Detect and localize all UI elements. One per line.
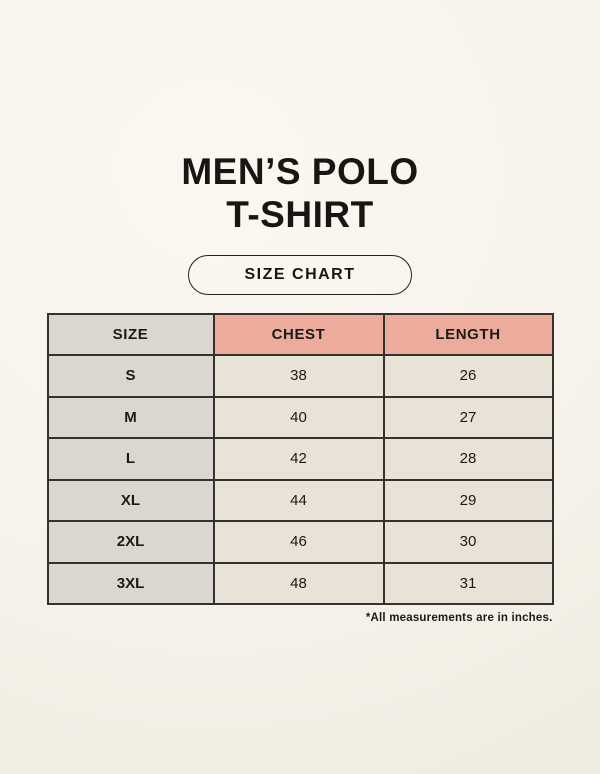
chest-cell: 48	[212, 561, 385, 606]
header-chest: CHEST	[212, 312, 385, 357]
table-row: XL 44 29	[46, 478, 554, 523]
chest-cell: 40	[212, 395, 385, 440]
size-cell: 3XL	[46, 561, 215, 606]
product-title-line2: T-SHIRT	[226, 194, 374, 236]
measurements-footnote: *All measurements are in inches.	[365, 612, 553, 625]
header-length: LENGTH	[382, 312, 554, 357]
length-cell: 27	[382, 395, 554, 440]
chest-cell: 42	[212, 437, 385, 481]
size-chart-badge-label: SIZE CHART	[244, 265, 356, 283]
size-cell: M	[46, 395, 215, 440]
size-table: SIZE CHEST LENGTH S 38 26 M 40 27 L 42 2…	[46, 312, 554, 606]
size-cell: 2XL	[46, 520, 215, 564]
table-row: 2XL 46 30	[46, 520, 554, 564]
product-title-line1: MEN’S POLO	[181, 151, 419, 192]
chest-cell: 46	[212, 520, 385, 564]
table-row: M 40 27	[46, 395, 554, 440]
table-row: L 42 28	[46, 437, 554, 481]
table-header-row: SIZE CHEST LENGTH	[46, 312, 554, 357]
size-cell: XL	[46, 478, 215, 523]
size-cell: L	[46, 437, 215, 481]
table-row: 3XL 48 31	[46, 561, 554, 606]
size-cell: S	[46, 354, 215, 398]
product-title: MEN’S POLO T-SHIRT	[0, 0, 600, 237]
length-cell: 29	[382, 478, 554, 523]
length-cell: 28	[382, 437, 554, 481]
length-cell: 26	[382, 354, 554, 398]
chest-cell: 44	[212, 478, 385, 523]
header-size: SIZE	[46, 312, 215, 357]
size-chart-badge: SIZE CHART	[188, 254, 412, 295]
length-cell: 30	[382, 520, 554, 564]
chest-cell: 38	[212, 354, 385, 398]
length-cell: 31	[382, 561, 554, 606]
table-row: S 38 26	[46, 354, 554, 398]
